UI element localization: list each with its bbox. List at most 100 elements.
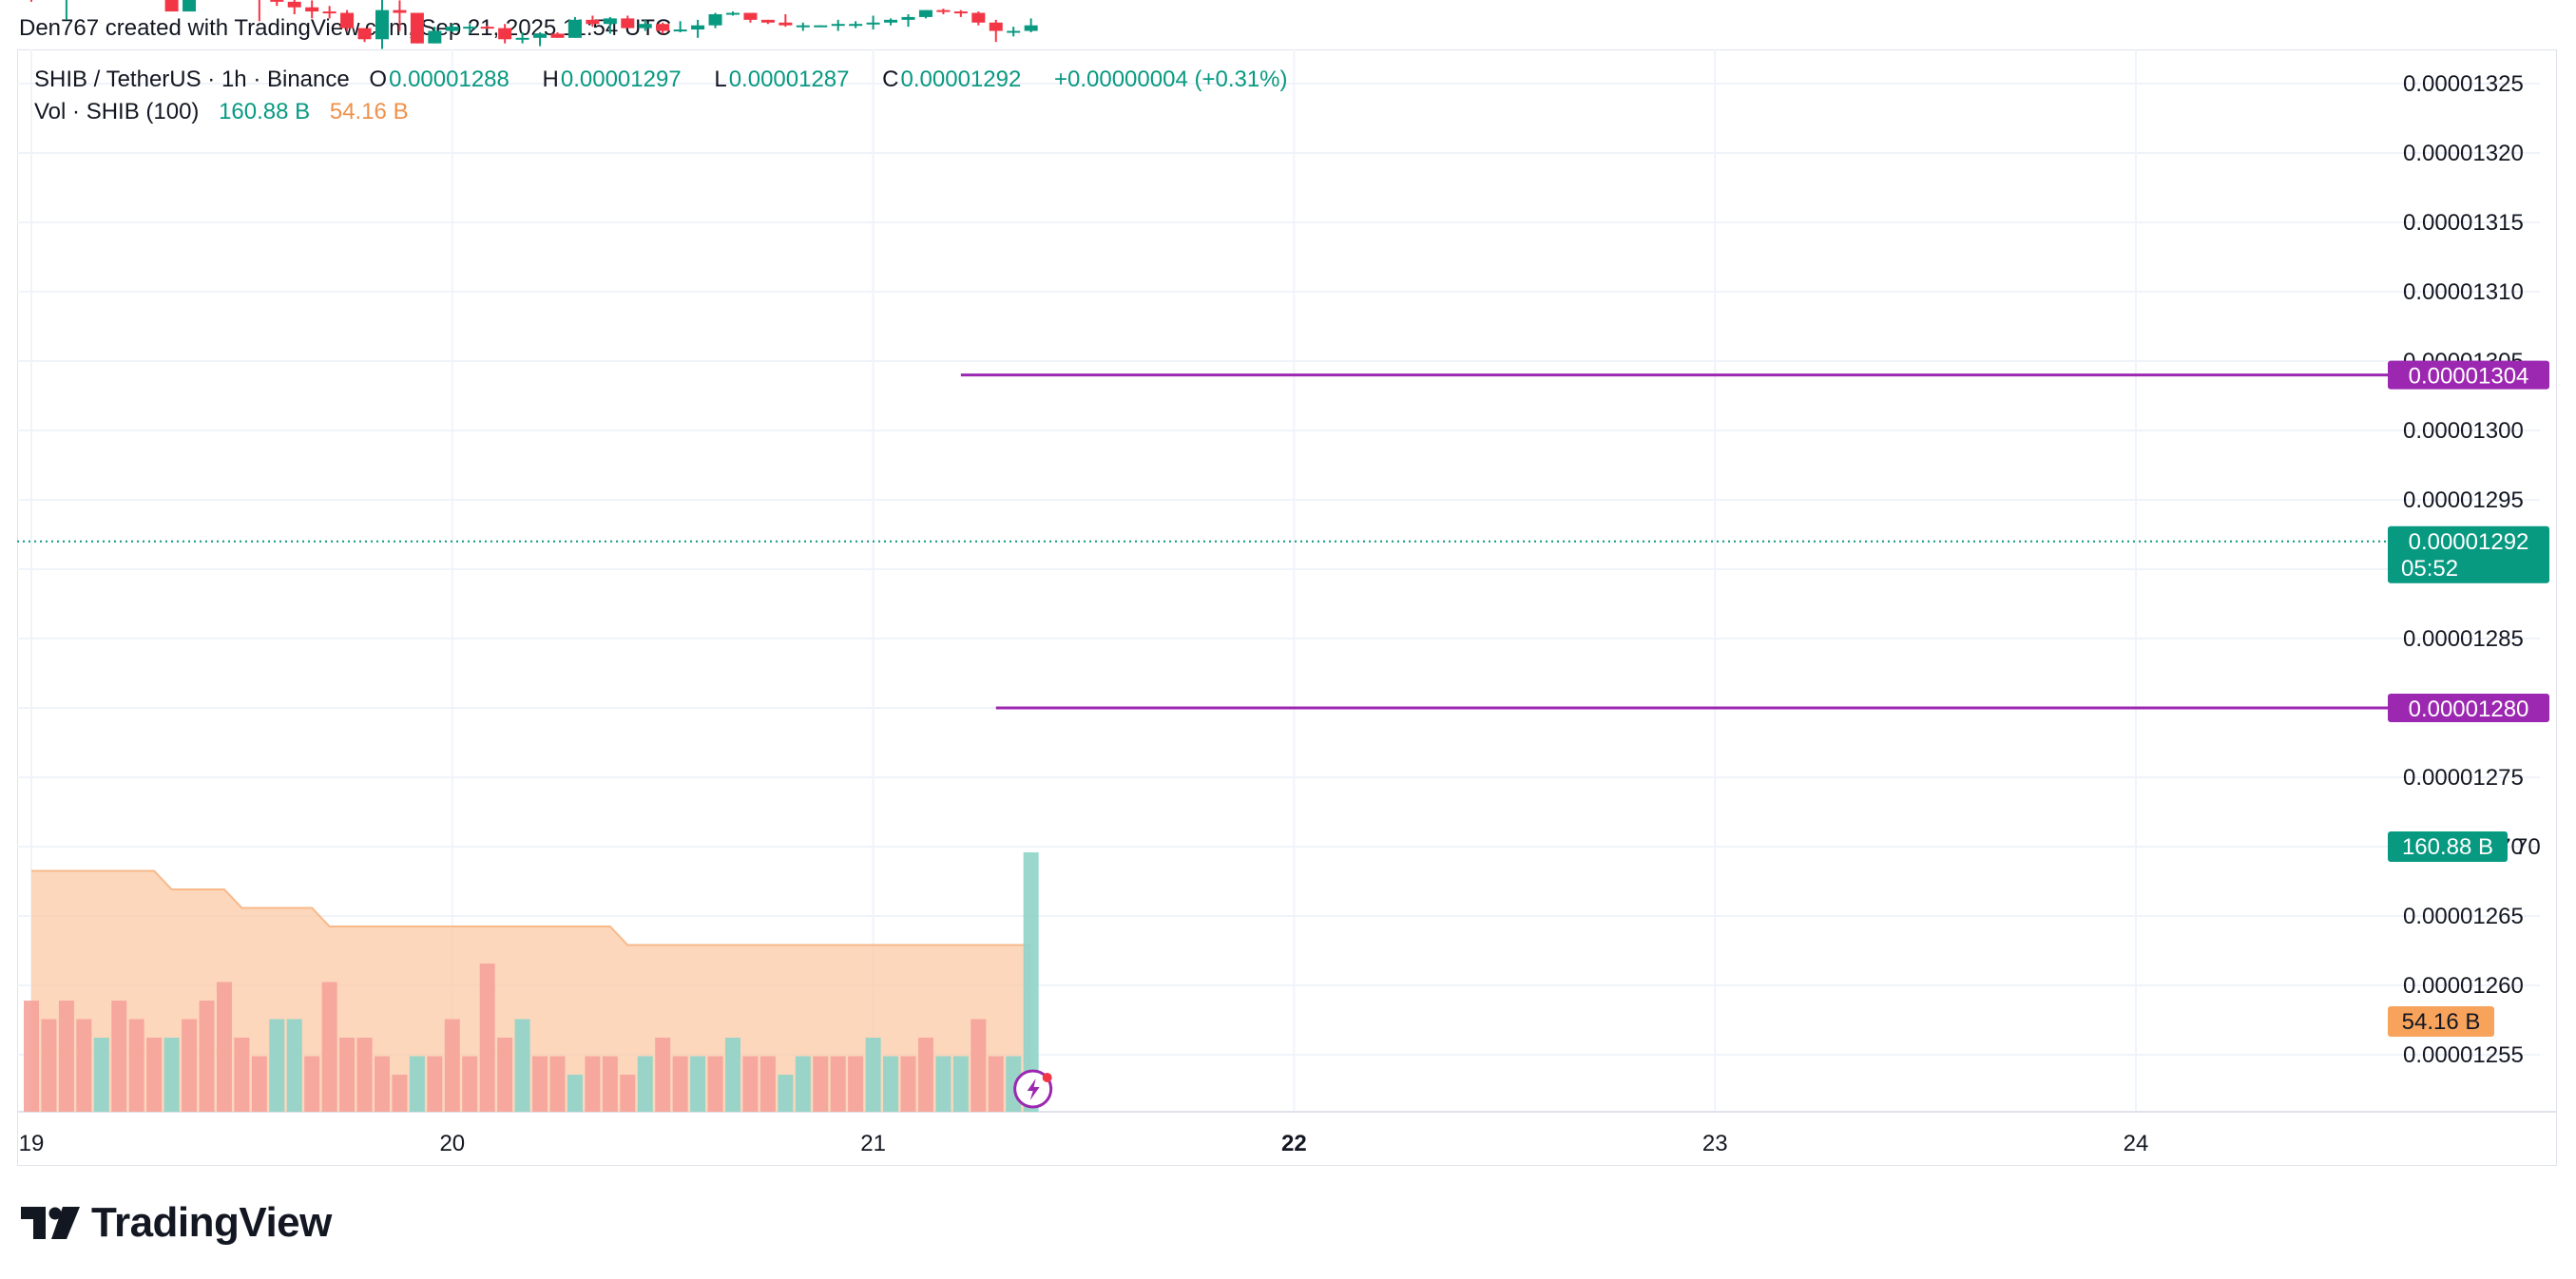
lightning-bolt-glyph xyxy=(1027,1079,1040,1100)
volume-bar xyxy=(935,1056,952,1112)
legend-volume: Vol · SHIB (100) 160.88 B 54.16 B xyxy=(34,99,422,125)
candle-body xyxy=(936,10,951,12)
candle-body xyxy=(866,22,880,25)
volume-bar xyxy=(952,1056,969,1112)
volume-bar xyxy=(479,964,495,1112)
volume-bar xyxy=(444,1019,460,1112)
candle-body xyxy=(760,19,775,23)
candle-body xyxy=(971,12,986,23)
legend-high-label: H xyxy=(542,67,559,92)
candle-body xyxy=(287,1,301,8)
candle-body xyxy=(445,27,459,31)
legend-volume-value: 160.88 B xyxy=(219,99,311,124)
legend-change: +0.00000004 (+0.31%) xyxy=(1053,67,1288,92)
candle-body xyxy=(743,12,758,20)
volume-bar xyxy=(251,1056,267,1112)
legend-close: 0.00001292 xyxy=(900,67,1022,92)
legend-volume-label: Vol · SHIB (100) xyxy=(34,99,200,124)
volume-bar xyxy=(585,1056,601,1112)
volume-bar xyxy=(93,1038,109,1112)
volume-bar xyxy=(778,1075,794,1112)
volume-bar xyxy=(339,1038,356,1112)
volume-bar xyxy=(971,1019,987,1112)
volume-bar xyxy=(742,1056,759,1112)
legend-open: 0.00001288 xyxy=(389,67,509,92)
candle-body xyxy=(673,29,687,32)
volume-bar xyxy=(409,1056,425,1112)
volume-bar xyxy=(690,1056,706,1112)
legend-open-label: O xyxy=(369,67,388,92)
tradingview-wordmark: TradingView xyxy=(91,1199,332,1246)
volume-bar xyxy=(813,1056,829,1112)
volume-bar xyxy=(1023,852,1039,1112)
candle-body xyxy=(901,16,915,20)
candle-body xyxy=(849,24,863,27)
candle-body xyxy=(814,25,828,28)
legend-volume-ma: 54.16 B xyxy=(329,99,409,124)
candle-body xyxy=(550,33,565,38)
volume-bar xyxy=(672,1056,688,1112)
candle-body xyxy=(183,0,197,12)
volume-tag-suffix: 70 xyxy=(2515,834,2541,860)
candle-body xyxy=(375,10,389,40)
candle-body xyxy=(779,22,793,26)
volume-bar xyxy=(182,1019,198,1112)
current-price-label: 0.00001292 xyxy=(2409,529,2529,555)
candle-body xyxy=(586,19,600,25)
price-tick-label: 0.00001315 xyxy=(2403,210,2524,236)
chart-frame xyxy=(17,49,2557,1166)
volume-bar xyxy=(532,1056,548,1112)
volume-bar xyxy=(163,1038,180,1112)
volume-bar xyxy=(725,1038,740,1112)
candle-body xyxy=(270,0,284,2)
candle-body xyxy=(480,27,494,29)
candle-body xyxy=(305,7,319,12)
price-tick-label: 0.00001260 xyxy=(2403,973,2524,999)
volume-bar xyxy=(321,982,337,1112)
price-tick-label: 0.00001310 xyxy=(2403,279,2524,305)
candle-body xyxy=(831,24,845,27)
candle-body xyxy=(656,24,670,31)
volume-bar xyxy=(199,1001,215,1112)
volume-bar xyxy=(988,1056,1004,1112)
volume-bar xyxy=(76,1019,92,1112)
price-tick-label: 0.00001325 xyxy=(2403,71,2524,97)
candle-body xyxy=(1024,25,1038,31)
candle-body xyxy=(340,12,355,29)
candle-body xyxy=(726,12,740,15)
volume-bar xyxy=(795,1056,811,1112)
price-tick-label: 0.00001265 xyxy=(2403,904,2524,929)
volume-bar xyxy=(24,1001,39,1112)
price-tick-label: 0.00001300 xyxy=(2403,418,2524,444)
volume-bar xyxy=(655,1038,671,1112)
volume-bar xyxy=(567,1075,583,1112)
price-tick-label: 0.00001275 xyxy=(2403,765,2524,791)
tradingview-logo[interactable]: TradingView xyxy=(21,1199,332,1247)
volume-ma-area xyxy=(31,870,1031,1112)
volume-bar xyxy=(58,1001,74,1112)
date-tick-label: 23 xyxy=(1702,1131,1728,1156)
price-tick-label: 0.00001320 xyxy=(2403,141,2524,166)
volume-bar xyxy=(759,1056,776,1112)
candle-body xyxy=(533,33,548,38)
volume-bar xyxy=(883,1056,899,1112)
volume-bar xyxy=(830,1056,846,1112)
candle-body xyxy=(638,24,652,29)
date-tick-label: 19 xyxy=(19,1131,45,1156)
legend-symbol: SHIB / TetherUS · 1h · Binance xyxy=(34,67,350,92)
volume-bar xyxy=(111,1001,127,1112)
volume-bar xyxy=(356,1038,373,1112)
candle-body xyxy=(621,18,635,29)
candle-body xyxy=(884,19,898,23)
legend-low-label: L xyxy=(714,67,727,92)
volume-bar xyxy=(900,1056,916,1112)
volume-bar xyxy=(549,1056,566,1112)
current-price-tag xyxy=(2388,525,2549,583)
volume-bar xyxy=(865,1038,881,1112)
candle-body xyxy=(708,14,722,26)
volume-bar xyxy=(707,1056,723,1112)
volume-ma-tag xyxy=(2388,1006,2494,1037)
volume-bar xyxy=(514,1019,530,1112)
candle-body xyxy=(322,11,336,14)
